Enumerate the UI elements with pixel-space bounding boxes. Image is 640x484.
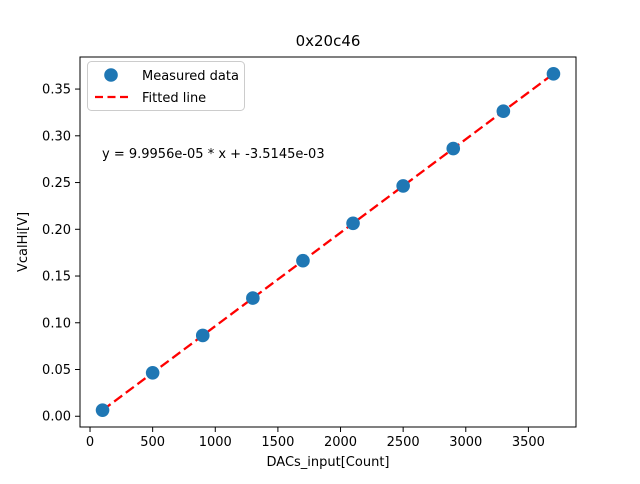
x-tick-label: 500 (140, 435, 165, 450)
x-axis-ticks: 0 500 1000 1500 2000 2500 3000 3500 (86, 427, 545, 450)
legend-marker-measured-data-icon (104, 68, 118, 82)
data-point (396, 179, 410, 193)
y-axis-label: VcalHi[V] (16, 212, 31, 272)
legend: Measured data Fitted line (87, 61, 245, 111)
data-point (296, 253, 310, 268)
legend-label-fitted-line: Fitted line (142, 91, 206, 106)
x-tick-label: 2500 (387, 435, 420, 450)
x-tick-label: 0 (86, 435, 94, 450)
legend-box (87, 61, 245, 111)
fitted-line (101, 72, 555, 412)
fit-equation-annotation: y = 9.9956e-05 * x + -3.5145e-03 (102, 147, 325, 162)
data-point (496, 104, 511, 119)
data-point (446, 141, 461, 156)
x-tick-label: 1000 (199, 435, 232, 450)
y-tick-label: 0.35 (42, 83, 71, 98)
y-axis-ticks: 0.00 0.05 0.10 0.15 0.20 0.25 0.30 0.35 (42, 83, 80, 425)
x-axis-label: DACs_input[Count] (267, 455, 390, 470)
chart-title: 0x20c46 (296, 32, 361, 50)
y-tick-label: 0.00 (42, 410, 71, 425)
fitted-line-series (101, 72, 555, 412)
y-tick-label: 0.20 (42, 223, 71, 238)
x-tick-label: 3000 (449, 435, 482, 450)
data-point (95, 403, 110, 417)
y-tick-label: 0.05 (42, 363, 71, 378)
x-tick-label: 3500 (512, 435, 545, 450)
data-point (195, 328, 210, 343)
y-tick-label: 0.25 (42, 176, 71, 191)
y-tick-label: 0.15 (42, 270, 71, 285)
data-point (145, 365, 160, 380)
data-point (346, 216, 360, 231)
legend-label-measured-data: Measured data (142, 69, 239, 84)
x-tick-label: 1500 (261, 435, 294, 450)
data-point (246, 291, 260, 305)
y-tick-label: 0.30 (42, 129, 71, 144)
y-tick-label: 0.10 (42, 316, 71, 331)
measured-data-series (95, 67, 561, 417)
x-tick-label: 2000 (324, 435, 357, 450)
data-point (546, 67, 561, 81)
